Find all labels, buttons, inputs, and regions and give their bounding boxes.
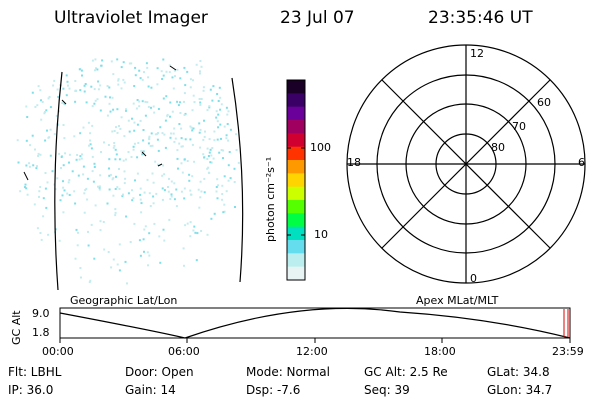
- coast-mark: [157, 163, 163, 167]
- status-glat: GLat: 34.8: [487, 365, 550, 379]
- time-label: 23:35:46 UT: [428, 8, 533, 28]
- mlt-label-12: 12: [470, 47, 484, 60]
- x-tick-0000: 00:00: [42, 345, 74, 358]
- lat-label-70: 70: [512, 120, 526, 133]
- coast-mark: [141, 151, 147, 157]
- status-seq: Seq: 39: [364, 383, 410, 397]
- x-tick-1200: 12:00: [296, 345, 328, 358]
- status-flt: Flt: LBHL: [8, 365, 62, 379]
- status-door: Door: Open: [125, 365, 194, 379]
- status-glon: GLon: 34.7: [487, 383, 553, 397]
- geographic-title: Geographic Lat/Lon: [70, 294, 178, 307]
- altitude-y-tick-9: 9.0: [32, 307, 50, 320]
- colorbar-gradient: [287, 80, 305, 281]
- left-limb-curve: [54, 71, 63, 291]
- altitude-y-tick-1.8: 1.8: [32, 326, 50, 339]
- status-gcalt: GC Alt: 2.5 Re: [364, 365, 448, 379]
- x-tick-1800: 18:00: [424, 345, 456, 358]
- coast-mark: [169, 65, 177, 71]
- mlt-label-6: 6: [578, 156, 585, 169]
- status-mode: Mode: Normal: [246, 365, 330, 379]
- altitude-y-label: GC Alt: [10, 310, 23, 345]
- mlt-label-0: 0: [470, 272, 477, 285]
- altitude-curve: [59, 307, 571, 339]
- uv-emission-dots: [16, 58, 240, 285]
- coast-mark: [61, 99, 67, 105]
- date-label: 23 Jul 07: [280, 8, 355, 28]
- mlt-label-18: 18: [347, 156, 361, 169]
- status-gain: Gain: 14: [125, 383, 176, 397]
- lat-label-80: 80: [491, 141, 505, 154]
- status-ip: IP: 36.0: [8, 383, 54, 397]
- lat-label-60: 60: [537, 96, 551, 109]
- x-tick-2359: 23:59: [552, 345, 584, 358]
- colorbar-frame: [286, 79, 306, 281]
- status-dsp: Dsp: -7.6: [246, 383, 301, 397]
- instrument-title: Ultraviolet Imager: [54, 8, 208, 28]
- right-limb-curve: [231, 77, 244, 283]
- colorbar-tick-10: 10: [314, 228, 328, 241]
- coast-mark: [23, 171, 29, 181]
- x-tick-0600: 06:00: [168, 345, 200, 358]
- apex-title: Apex MLat/MLT: [416, 294, 499, 307]
- colorbar-tick-100: 100: [310, 141, 331, 154]
- mlt-diag-2: [381, 79, 551, 249]
